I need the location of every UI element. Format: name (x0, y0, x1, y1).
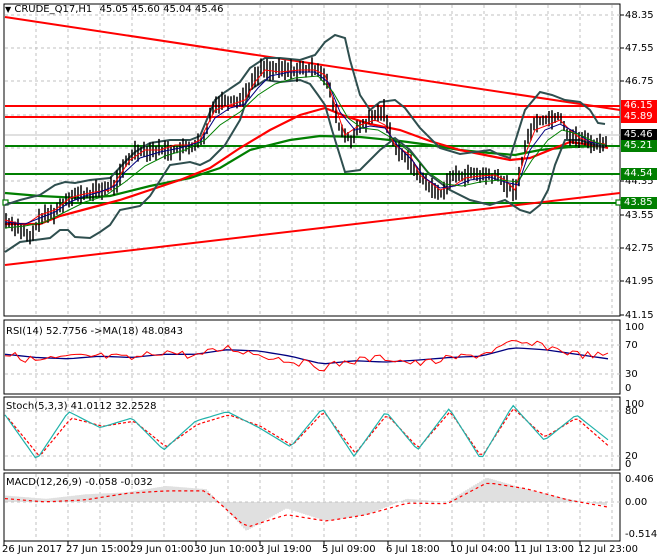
time-tick: 11 Jul 13:00 (514, 544, 574, 555)
stoch-tick: 20 (625, 451, 638, 462)
price-tick: 44.35 (625, 176, 654, 187)
fast-ma-blue (4, 71, 606, 225)
stoch-tick: 100 (625, 399, 645, 410)
time-tick: 26 Jun 2017 (2, 544, 63, 555)
triangle-down-icon[interactable]: ▼ (5, 5, 12, 14)
macd-tick: 0.406 (625, 474, 654, 485)
stoch-tick: 0 (625, 459, 632, 470)
main-chart-panel[interactable] (3, 3, 621, 317)
price-tick: 43.55 (625, 210, 654, 221)
time-tick: 12 Jul 23:00 (578, 544, 638, 555)
rsi-tick: 70 (625, 340, 638, 351)
price-tag-resistance: 45.89 (621, 111, 657, 123)
stoch-signal-line (7, 407, 609, 456)
bollinger-lower (4, 78, 606, 253)
price-tick: 46.75 (625, 76, 654, 87)
stoch-plot (4, 404, 609, 459)
price-tick: 47.55 (625, 43, 654, 54)
ascending-trendline[interactable] (4, 192, 621, 266)
fast-ma-red (4, 69, 606, 226)
ohlc-values: 45.05 45.60 45.04 45.46 (99, 4, 224, 15)
slow-ma-green (4, 134, 609, 200)
price-plot (2, 16, 622, 266)
macd-plot (4, 478, 609, 531)
mid-ma-green (4, 75, 606, 229)
time-tick: 5 Jul 09:00 (322, 544, 376, 555)
axis-ticks (3, 14, 624, 545)
time-tick: 6 Jul 18:00 (386, 544, 440, 555)
stoch-panel[interactable] (3, 396, 621, 471)
time-tick: 27 Jun 15:00 (66, 544, 130, 555)
rsi-title: RSI(14) 52.7756 ->MA(18) 48.0843 (6, 326, 183, 337)
price-tag-support: 44.54 (621, 168, 657, 180)
time-tick: 30 Jun 10:00 (194, 544, 258, 555)
price-tick: 48.35 (625, 10, 654, 21)
symbol-label: CRUDE_Q17,H1 (14, 4, 93, 15)
price-tick: 41.15 (625, 310, 654, 321)
stoch-tick: 80 (625, 406, 638, 417)
macd-tick: -0.514 (625, 529, 658, 540)
price-tag-support: 45.21 (621, 140, 657, 152)
price-tick: 41.95 (625, 276, 654, 287)
rsi-line (4, 339, 609, 372)
stoch-main-line (4, 404, 609, 459)
time-tick: 29 Jun 01:00 (130, 544, 194, 555)
time-tick: 3 Jul 19:00 (258, 544, 312, 555)
rsi-tick: 30 (625, 369, 638, 380)
bollinger-upper (4, 33, 606, 206)
price-tag-current: 45.46 (621, 129, 657, 141)
chart-header: ▼ CRUDE_Q17,H1 45.05 45.60 45.04 45.46 (5, 4, 224, 15)
slow-ma-red (5, 106, 609, 226)
macd-tick: 0.00 (625, 497, 648, 508)
rsi-plot (4, 339, 609, 372)
price-tag-support: 43.85 (621, 197, 657, 209)
rsi-tick: 100 (625, 322, 645, 333)
price-tick: 42.75 (625, 243, 654, 254)
time-tick: 10 Jul 04:00 (450, 544, 510, 555)
rsi-tick: 0 (625, 383, 632, 394)
macd-histogram (5, 478, 607, 531)
stoch-title: Stoch(5,3,3) 41.0112 32.2528 (6, 401, 157, 412)
macd-title: MACD(12,26,9) -0.058 -0.032 (6, 477, 153, 488)
price-tag-resistance: 46.15 (621, 100, 657, 112)
